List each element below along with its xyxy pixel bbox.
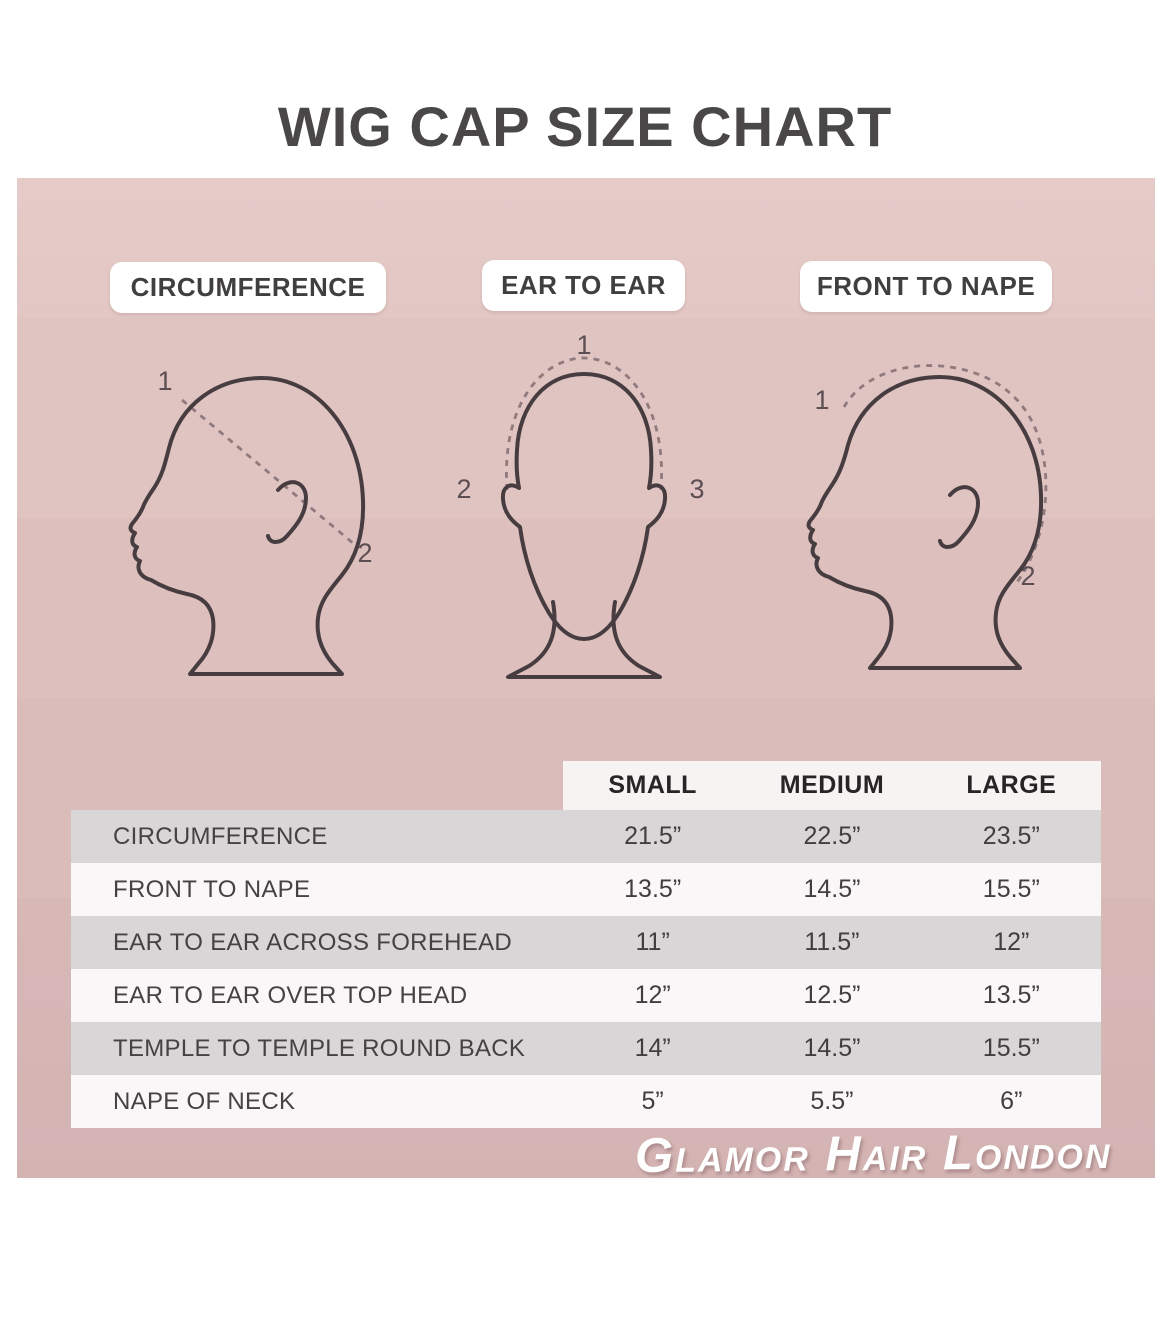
cell-small: 14”	[634, 1034, 671, 1062]
size-table: SMALL MEDIUM LARGE CIRCUMFERENCE 21.5” 2…	[71, 761, 1101, 1128]
front-to-nape-head-figure: 1 2	[806, 364, 1048, 670]
cell-medium: 14.5”	[803, 875, 861, 903]
cell-large: 6”	[1000, 1087, 1023, 1115]
head-profile-outline	[128, 376, 366, 676]
cell-small: 5”	[641, 1087, 664, 1115]
cell-large: 23.5”	[982, 822, 1040, 850]
row-label: TEMPLE TO TEMPLE ROUND BACK	[113, 1034, 526, 1062]
cell-small: 11”	[635, 928, 670, 956]
point-label-3: 3	[689, 474, 704, 504]
front-to-nape-measurement-dashed-arc	[842, 364, 1048, 586]
point-label-2: 2	[357, 538, 372, 568]
row-label: EAR TO EAR OVER TOP HEAD	[113, 981, 468, 1009]
row-label: FRONT TO NAPE	[113, 875, 311, 903]
cell-small: 21.5”	[624, 822, 682, 850]
point-label-2: 2	[456, 474, 471, 504]
point-label-1: 1	[814, 385, 829, 415]
size-table-header-row: SMALL MEDIUM LARGE	[563, 761, 1101, 810]
cell-medium: 14.5”	[803, 1034, 861, 1062]
cell-medium: 12.5”	[803, 981, 861, 1009]
ear-to-ear-measurement-dashed-arc	[505, 356, 663, 491]
table-row-temple-to-temple: TEMPLE TO TEMPLE ROUND BACK 14” 14.5” 15…	[71, 1022, 1101, 1075]
table-row-ear-to-ear-forehead: EAR TO EAR ACROSS FOREHEAD 11” 11.5” 12”	[71, 916, 1101, 969]
column-header-medium: MEDIUM	[779, 771, 885, 799]
row-label: CIRCUMFERENCE	[113, 822, 328, 850]
ear-to-ear-label: EAR TO EAR	[482, 260, 685, 311]
point-label-1: 1	[157, 366, 172, 396]
front-to-nape-label: FRONT TO NAPE	[800, 261, 1052, 312]
table-row-front-to-nape: FRONT TO NAPE 13.5” 14.5” 15.5”	[71, 863, 1101, 916]
cell-large: 13.5”	[982, 981, 1040, 1009]
cell-large: 12”	[993, 928, 1030, 956]
cell-large: 15.5”	[982, 875, 1040, 903]
row-label: EAR TO EAR ACROSS FOREHEAD	[113, 928, 513, 956]
circumference-measurement-dashed-line	[181, 398, 355, 546]
head-front-outline	[500, 372, 668, 641]
table-row-ear-to-ear-top: EAR TO EAR OVER TOP HEAD 12” 12.5” 13.5”	[71, 969, 1101, 1022]
neck-outline	[506, 600, 662, 679]
row-label: NAPE OF NECK	[113, 1087, 296, 1115]
cell-medium: 11.5”	[804, 928, 860, 956]
cell-medium: 5.5”	[810, 1087, 854, 1115]
circumference-label: CIRCUMFERENCE	[110, 262, 386, 313]
table-row-circumference: CIRCUMFERENCE 21.5” 22.5” 23.5”	[71, 810, 1101, 863]
brand-watermark: Glamor Hair London	[634, 1124, 1112, 1184]
page-title: WIG CAP SIZE CHART	[277, 95, 893, 158]
cell-small: 12”	[634, 981, 671, 1009]
column-header-large: LARGE	[966, 771, 1057, 799]
ear-outline	[266, 480, 308, 544]
circumference-head-figure: 1 2	[128, 366, 373, 676]
ear-outline	[938, 485, 980, 549]
cell-medium: 22.5”	[803, 822, 861, 850]
ear-to-ear-head-figure: 1 2 3	[456, 330, 705, 679]
column-header-small: SMALL	[608, 771, 697, 799]
table-row-nape-of-neck: NAPE OF NECK 5” 5.5” 6”	[71, 1075, 1101, 1128]
diagram-panel: CIRCUMFERENCE EAR TO EAR FRONT TO NAPE 1…	[17, 178, 1155, 1183]
point-label-1: 1	[576, 330, 591, 360]
cell-large: 15.5”	[982, 1034, 1040, 1062]
head-profile-outline	[806, 375, 1044, 670]
cell-small: 13.5”	[624, 875, 682, 903]
point-label-2: 2	[1020, 561, 1035, 591]
